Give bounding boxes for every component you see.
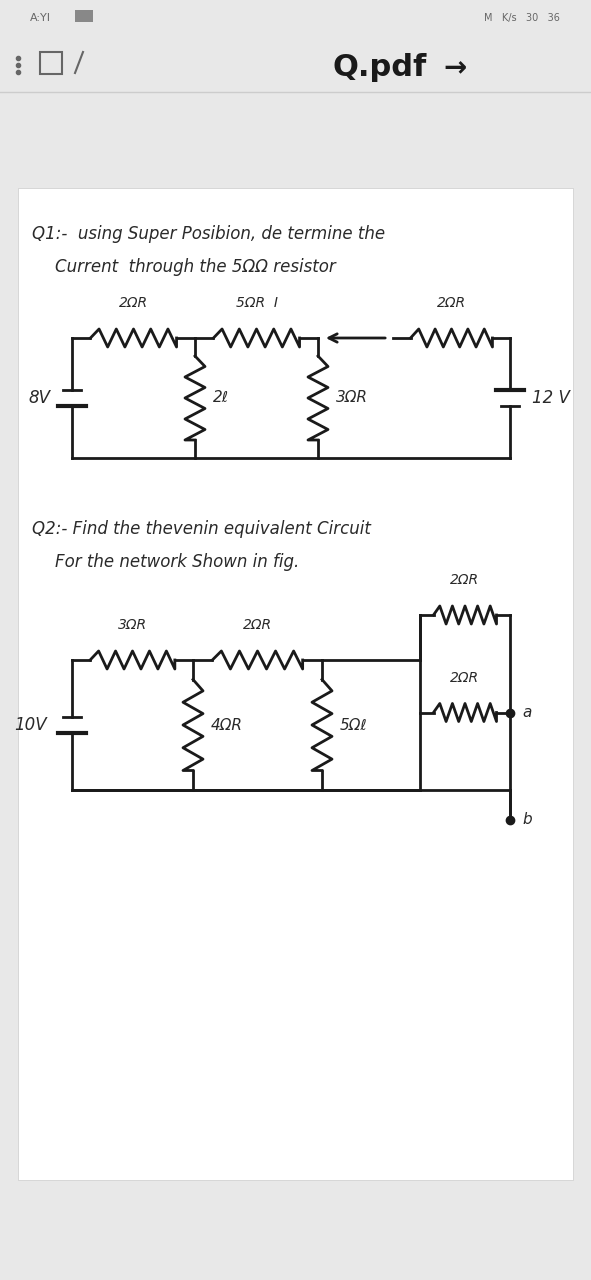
Text: 8V: 8V xyxy=(28,389,50,407)
Text: 12 V: 12 V xyxy=(532,389,570,407)
Text: 2ΩR: 2ΩR xyxy=(437,296,466,310)
Text: 2ΩR: 2ΩR xyxy=(243,618,272,632)
Bar xyxy=(75,10,93,22)
Text: 3ΩR: 3ΩR xyxy=(118,618,147,632)
Text: Q1:-  using Super Posibion, de termine the: Q1:- using Super Posibion, de termine th… xyxy=(32,225,385,243)
Text: →: → xyxy=(443,54,467,82)
Text: For the network Shown in fig.: For the network Shown in fig. xyxy=(55,553,299,571)
Bar xyxy=(18,188,573,1180)
Text: b: b xyxy=(522,813,532,827)
Text: 5ΩR  I: 5ΩR I xyxy=(235,296,278,310)
Text: 2ΩR: 2ΩR xyxy=(450,573,479,588)
Text: Q.pdf: Q.pdf xyxy=(333,54,427,82)
Text: 2ΩR: 2ΩR xyxy=(119,296,148,310)
Text: Current  through the 5ΩΩ resistor: Current through the 5ΩΩ resistor xyxy=(55,259,336,276)
Text: Q2:- Find the thevenin equivalent Circuit: Q2:- Find the thevenin equivalent Circui… xyxy=(32,520,371,538)
Text: A:YI: A:YI xyxy=(30,13,51,23)
Text: 2ΩR: 2ΩR xyxy=(450,671,479,685)
Text: 3ΩR: 3ΩR xyxy=(336,390,368,406)
Text: 10V: 10V xyxy=(14,716,47,733)
Text: 2ℓ: 2ℓ xyxy=(213,390,229,406)
Bar xyxy=(40,52,62,74)
Text: 5Ωℓ: 5Ωℓ xyxy=(340,718,368,732)
Text: M   K/s   30   36: M K/s 30 36 xyxy=(484,13,560,23)
Text: 4ΩR: 4ΩR xyxy=(211,718,243,732)
Text: a: a xyxy=(522,705,531,719)
